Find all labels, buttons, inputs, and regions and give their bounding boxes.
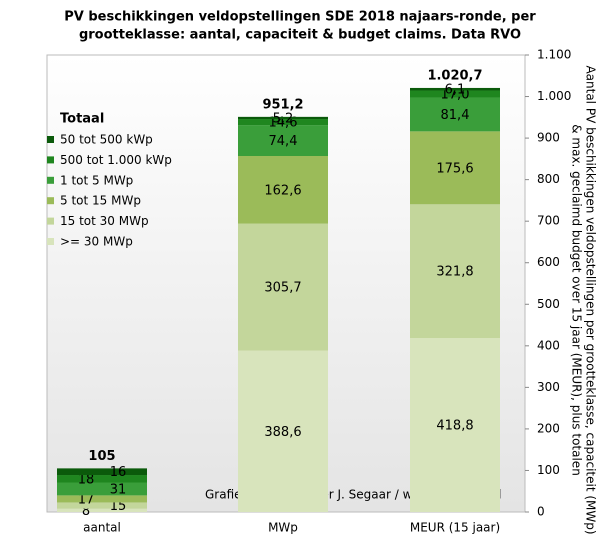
data-label: 17,0 <box>441 88 470 103</box>
legend-swatch <box>47 176 54 184</box>
y-tick-label: 500 <box>537 297 560 311</box>
bar-segment <box>57 482 147 496</box>
y-tick-label: 0 <box>537 505 545 519</box>
bar-segment <box>57 475 147 483</box>
data-label: 74,4 <box>269 134 298 149</box>
data-label: 17 <box>78 492 95 507</box>
legend-label: 50 tot 500 kWp <box>60 133 153 147</box>
y-tick-label: 600 <box>537 255 560 269</box>
bar-segment <box>57 502 147 509</box>
y-tick-label: 700 <box>537 214 560 228</box>
total-label: 105 <box>88 449 115 464</box>
bar-segment <box>238 350 328 512</box>
y-axis-label: Aantal PV beschikkingen veldopstellingen… <box>584 65 598 534</box>
y-tick-label: 300 <box>537 380 560 394</box>
bar-segment <box>410 87 500 91</box>
data-label: 418,8 <box>436 419 473 434</box>
data-label: 388,6 <box>264 425 301 440</box>
data-label: 6,1 <box>445 83 466 98</box>
legend-swatch <box>47 238 54 245</box>
legend-swatch <box>47 136 54 143</box>
legend-label: >= 30 MWp <box>60 235 133 249</box>
data-label: 5,2 <box>273 111 294 126</box>
data-label: 18 <box>78 472 95 487</box>
data-label: 15 <box>110 499 127 514</box>
total-label: 951,2 <box>262 97 303 112</box>
data-label: 31 <box>110 482 127 497</box>
data-label: 321,8 <box>436 265 473 280</box>
legend-swatch <box>47 156 54 164</box>
legend-label: 1 tot 5 MWp <box>60 173 133 187</box>
bar-segment <box>410 338 500 512</box>
bar-segment <box>238 223 328 351</box>
data-label: 162,6 <box>264 183 301 198</box>
data-label: 305,7 <box>264 281 301 296</box>
legend-swatch <box>47 217 54 225</box>
x-tick-label: MWp <box>268 521 298 535</box>
bar-segment <box>238 119 328 126</box>
x-tick-label: aantal <box>83 521 121 535</box>
chart-title: PV beschikkingen veldopstellingen SDE 20… <box>64 10 536 25</box>
bar-segment <box>410 204 500 339</box>
bar-segment <box>238 155 328 224</box>
y-tick-label: 200 <box>537 421 560 435</box>
data-label: 8 <box>82 504 90 519</box>
bar-segment <box>57 495 147 503</box>
legend-swatch <box>47 197 54 205</box>
data-label: 175,6 <box>436 161 473 176</box>
y-axis-label: & max. geclaimd budget over 15 jaar (MEU… <box>570 124 584 476</box>
y-tick-label: 400 <box>537 338 560 352</box>
y-tick-label: 900 <box>537 131 560 145</box>
x-tick-label: MEUR (15 jaar) <box>410 521 500 535</box>
legend-label: 5 tot 15 MWp <box>60 194 141 208</box>
y-tick-label: 1.000 <box>537 89 571 103</box>
legend-label: 500 tot 1.000 kWp <box>60 153 172 167</box>
bar-segment <box>410 97 500 132</box>
bar-segment <box>57 508 147 512</box>
legend-label: 15 tot 30 MWp <box>60 214 149 228</box>
chart-title: grootteklasse: aantal, capaciteit & budg… <box>79 28 521 43</box>
y-tick-label: 100 <box>537 463 560 477</box>
bar-segment <box>238 125 328 156</box>
data-label: 81,4 <box>441 108 470 123</box>
data-label: 16 <box>110 465 127 480</box>
y-tick-label: 800 <box>537 172 560 186</box>
bar-segment <box>57 468 147 476</box>
bar-segment <box>410 90 500 98</box>
total-label: 1.020,7 <box>427 68 482 83</box>
data-label: 14,6 <box>269 116 298 131</box>
bar-segment <box>410 131 500 205</box>
bar-segment <box>238 116 328 120</box>
y-tick-label: 1.100 <box>537 48 571 62</box>
legend-title: Totaal <box>60 112 104 127</box>
